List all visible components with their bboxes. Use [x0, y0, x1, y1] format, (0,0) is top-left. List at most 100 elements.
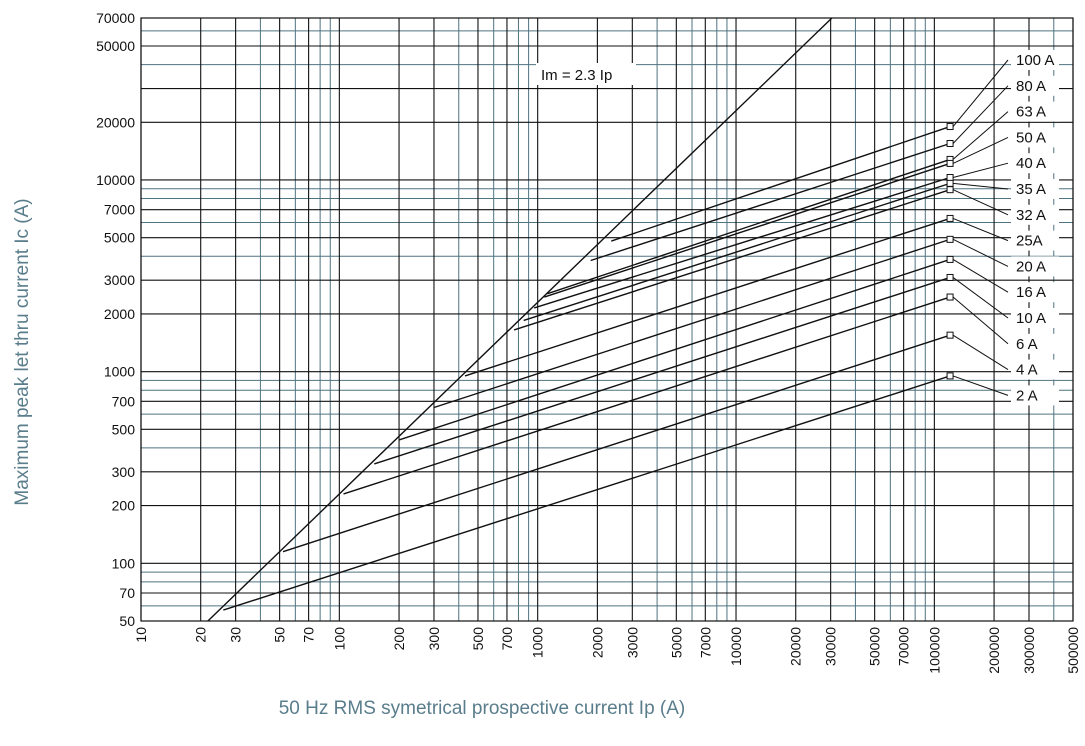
y-axis-title: Maximum peak let thru current Ic (A) — [12, 198, 33, 505]
y-tick-label: 1000 — [104, 364, 135, 380]
x-tick-label: 20 — [193, 627, 209, 643]
curve-label-bg — [1011, 359, 1059, 380]
label-leaders — [952, 59, 1009, 396]
y-tick-label: 2000 — [104, 306, 135, 322]
series-end-marker — [946, 331, 954, 339]
series-line — [523, 182, 951, 322]
series-end-marker — [946, 179, 954, 187]
curve-labels: 100 A 80 A 63 A 50 A 40 A 35 A 32 A 25A 20 A 16 A… — [1011, 50, 1059, 406]
x-tick-label: 10 — [133, 627, 149, 643]
x-tick-label: 30000 — [823, 627, 839, 666]
curve-label-bg — [1011, 204, 1059, 225]
reference-label: Im = 2.3 Ip — [536, 63, 636, 85]
series-end-marker — [946, 235, 954, 243]
reference-label-text: Im = 2.3 Ip — [541, 67, 612, 84]
x-tick-label: 500 — [470, 627, 486, 651]
series-line — [544, 162, 951, 298]
series-line — [374, 276, 951, 465]
series-line — [611, 125, 951, 242]
x-tick-label: 200 — [391, 627, 407, 651]
curve-label-bg — [1011, 101, 1059, 122]
x-tick-labels: 10 20 30 50 70 100 200 300 500 700 1000 2000 3000 500… — [133, 627, 1081, 674]
y-tick-label: 100 — [112, 555, 136, 571]
curve-label: 32 A — [1016, 207, 1046, 224]
label-leader — [952, 238, 1009, 267]
series-end-marker — [946, 159, 954, 167]
y-tick-label: 5000 — [104, 230, 135, 246]
series-line — [464, 217, 951, 377]
label-leader — [953, 182, 1009, 190]
x-tick-label: 50000 — [867, 627, 883, 666]
series-end-marker — [946, 255, 954, 263]
x-tick-label: 70000 — [896, 627, 912, 666]
series-line — [398, 258, 951, 441]
y-tick-label: 300 — [112, 464, 136, 480]
series-end-marker — [946, 139, 954, 147]
y-tick-labels: 50 70 100 200 300 500 700 1000 2000 3000 5000 7000 1… — [96, 10, 135, 629]
curve-label: 80 A — [1016, 78, 1046, 95]
y-tick-label: 3000 — [104, 272, 135, 288]
x-tick-label: 100000 — [926, 627, 942, 674]
minor-grid — [141, 18, 1073, 621]
curve-label: 100 A — [1016, 52, 1054, 69]
x-tick-label: 700 — [499, 627, 515, 651]
x-tick-label: 3000 — [624, 627, 640, 658]
curve-label-bg — [1011, 127, 1059, 148]
curve-label-bg — [1011, 385, 1059, 406]
x-tick-label: 10000 — [728, 627, 744, 666]
series-end-marker — [946, 123, 954, 131]
series-line — [533, 176, 951, 309]
x-axis-title: 50 Hz RMS symetrical prospective current… — [279, 698, 686, 719]
curve-label-bg — [1011, 75, 1059, 96]
y-tick-label: 50000 — [96, 38, 135, 54]
major-grid — [140, 17, 1074, 622]
curve-label-bg — [1011, 179, 1059, 199]
plot-frame — [140, 17, 1074, 622]
series-line — [343, 296, 951, 495]
series-line — [547, 158, 951, 295]
series-end-marker — [946, 372, 954, 380]
curve-label: 25A — [1016, 233, 1043, 250]
x-tick-label: 20000 — [788, 627, 804, 666]
x-tick-label: 7000 — [697, 627, 713, 658]
y-tick-label: 10000 — [96, 172, 135, 188]
y-tick-label: 50 — [119, 613, 135, 629]
label-leader — [952, 111, 1009, 160]
series-line — [223, 375, 951, 611]
curve-label-bg — [1011, 308, 1059, 328]
curve-label: 35 A — [1016, 181, 1046, 198]
label-leader — [952, 277, 1009, 319]
label-leader — [952, 258, 1009, 293]
curve-label-bg — [1011, 230, 1059, 251]
series-line — [433, 238, 951, 409]
curve-label: 2 A — [1016, 387, 1038, 404]
curve-label: 16 A — [1016, 284, 1046, 301]
reference-line-path — [207, 17, 833, 622]
curve-label: 50 A — [1016, 129, 1046, 146]
series-end-marker — [946, 293, 954, 301]
label-leader — [952, 375, 1009, 396]
y-tick-label: 7000 — [104, 202, 135, 218]
series-lines — [223, 123, 954, 611]
x-tick-label: 500000 — [1065, 627, 1081, 674]
curve-label-bg — [1011, 256, 1059, 277]
label-leader — [952, 189, 1009, 216]
curve-label: 63 A — [1016, 104, 1046, 121]
label-leader — [952, 217, 1009, 242]
x-tick-label: 300000 — [1021, 627, 1037, 674]
label-leader — [952, 334, 1009, 371]
x-tick-label: 30 — [228, 627, 244, 643]
label-leader — [952, 59, 1009, 127]
label-leader — [952, 162, 1009, 178]
series-end-marker — [946, 214, 954, 222]
y-tick-label: 500 — [112, 421, 136, 437]
x-tick-label: 100 — [331, 627, 347, 651]
x-tick-label: 5000 — [668, 627, 684, 658]
label-leader — [952, 85, 1009, 144]
x-tick-label: 300 — [426, 627, 442, 651]
curve-label: 6 A — [1016, 336, 1038, 353]
x-tick-label: 50 — [272, 627, 288, 643]
series-line — [513, 189, 951, 331]
series-end-marker — [946, 186, 954, 194]
y-tick-label: 70000 — [96, 10, 135, 26]
